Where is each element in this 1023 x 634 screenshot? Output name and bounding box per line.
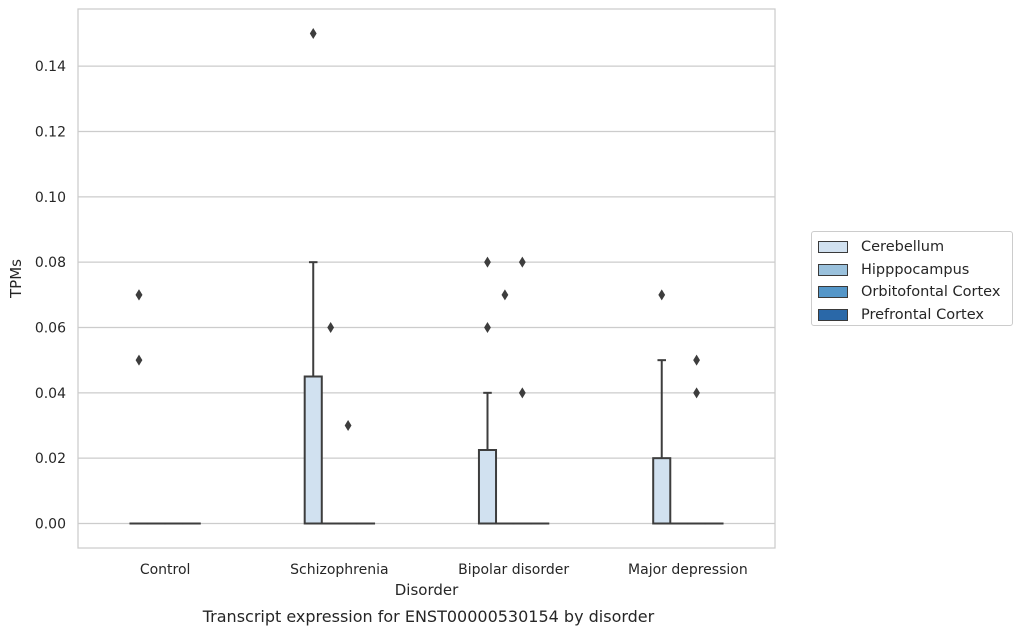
box-0-0: [129, 289, 149, 525]
y-tick-label: 0.10: [35, 190, 66, 206]
legend-item: Cerebellum: [818, 236, 1012, 259]
x-tick-label: Major depression: [628, 562, 748, 578]
box-iqr: [652, 457, 672, 525]
box-2-1: [495, 289, 515, 525]
y-tick-label: 0.08: [35, 255, 66, 271]
gridlines: [78, 65, 775, 525]
box-groups: [129, 28, 724, 525]
box-2-0: [477, 256, 498, 525]
y-tick-label: 0.14: [35, 59, 66, 75]
legend-swatch: [818, 263, 848, 276]
box-iqr: [303, 375, 323, 525]
legend-item: Orbitofontal Cortex: [818, 281, 1012, 304]
plot-frame: [77, 8, 776, 549]
y-tick-label: 0.12: [35, 125, 66, 141]
legend-label: Prefrontal Cortex: [861, 306, 984, 323]
y-tick-label: 0.06: [35, 321, 66, 337]
x-axis-label: Disorder: [395, 581, 459, 599]
x-tick-label: Control: [140, 562, 191, 578]
legend-item: Hipppocampus: [818, 259, 1012, 282]
legend-label: Orbitofontal Cortex: [861, 284, 1001, 301]
y-axis-label: TPMs: [7, 259, 25, 299]
outlier-point: [693, 387, 700, 399]
box-3-0: [652, 289, 672, 525]
box-iqr: [477, 449, 498, 525]
box-1-0: [303, 28, 323, 525]
legend-swatch: [818, 241, 848, 254]
legend-label: Hipppocampus: [861, 261, 970, 278]
legend-swatch: [818, 286, 848, 299]
legend-swatch: [818, 308, 848, 321]
outlier-point: [484, 322, 491, 333]
outlier-point: [518, 387, 526, 399]
outlier-point: [484, 256, 491, 268]
x-tick-label: Schizophrenia: [290, 562, 388, 578]
y-tick-labels: 0.00 0.02 0.04 0.06 0.08 0.10 0.12 0.14: [35, 59, 66, 532]
legend-item: Prefrontal Cortex: [818, 304, 1012, 327]
outlier-point: [309, 28, 317, 39]
outlier-point: [327, 322, 335, 333]
box-2-2: [512, 256, 532, 525]
outlier-point: [658, 289, 666, 301]
box-3-2: [687, 354, 707, 525]
box-1-1: [321, 322, 341, 525]
y-tick-label: 0.00: [35, 517, 66, 533]
outlier-point: [135, 289, 143, 301]
y-tick-label: 0.04: [35, 386, 66, 402]
y-tick-label: 0.02: [35, 451, 66, 467]
legend-label: Cerebellum: [861, 239, 945, 256]
x-tick-labels: Control Schizophrenia Bipolar disorder Majo…: [140, 562, 748, 578]
figure-caption: Transcript expression for ENST0000053015…: [202, 607, 655, 626]
outlier-point: [501, 289, 509, 301]
outlier-point: [344, 420, 352, 431]
outlier-point: [135, 354, 143, 366]
outlier-point: [518, 256, 526, 268]
outlier-point: [693, 354, 700, 366]
legend: Cerebellum Hipppocampus Orbitofontal Corte…: [811, 231, 1013, 326]
box-1-2: [338, 420, 358, 525]
x-tick-label: Bipolar disorder: [458, 562, 569, 578]
